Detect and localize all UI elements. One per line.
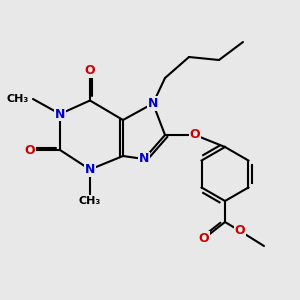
Text: O: O	[199, 232, 209, 245]
Text: N: N	[148, 97, 158, 110]
Text: O: O	[85, 64, 95, 77]
Text: N: N	[55, 107, 65, 121]
Text: CH₃: CH₃	[79, 196, 101, 206]
Text: O: O	[235, 224, 245, 238]
Text: CH₃: CH₃	[6, 94, 28, 104]
Text: O: O	[190, 128, 200, 142]
Text: N: N	[85, 163, 95, 176]
Text: O: O	[25, 143, 35, 157]
Text: N: N	[139, 152, 149, 166]
